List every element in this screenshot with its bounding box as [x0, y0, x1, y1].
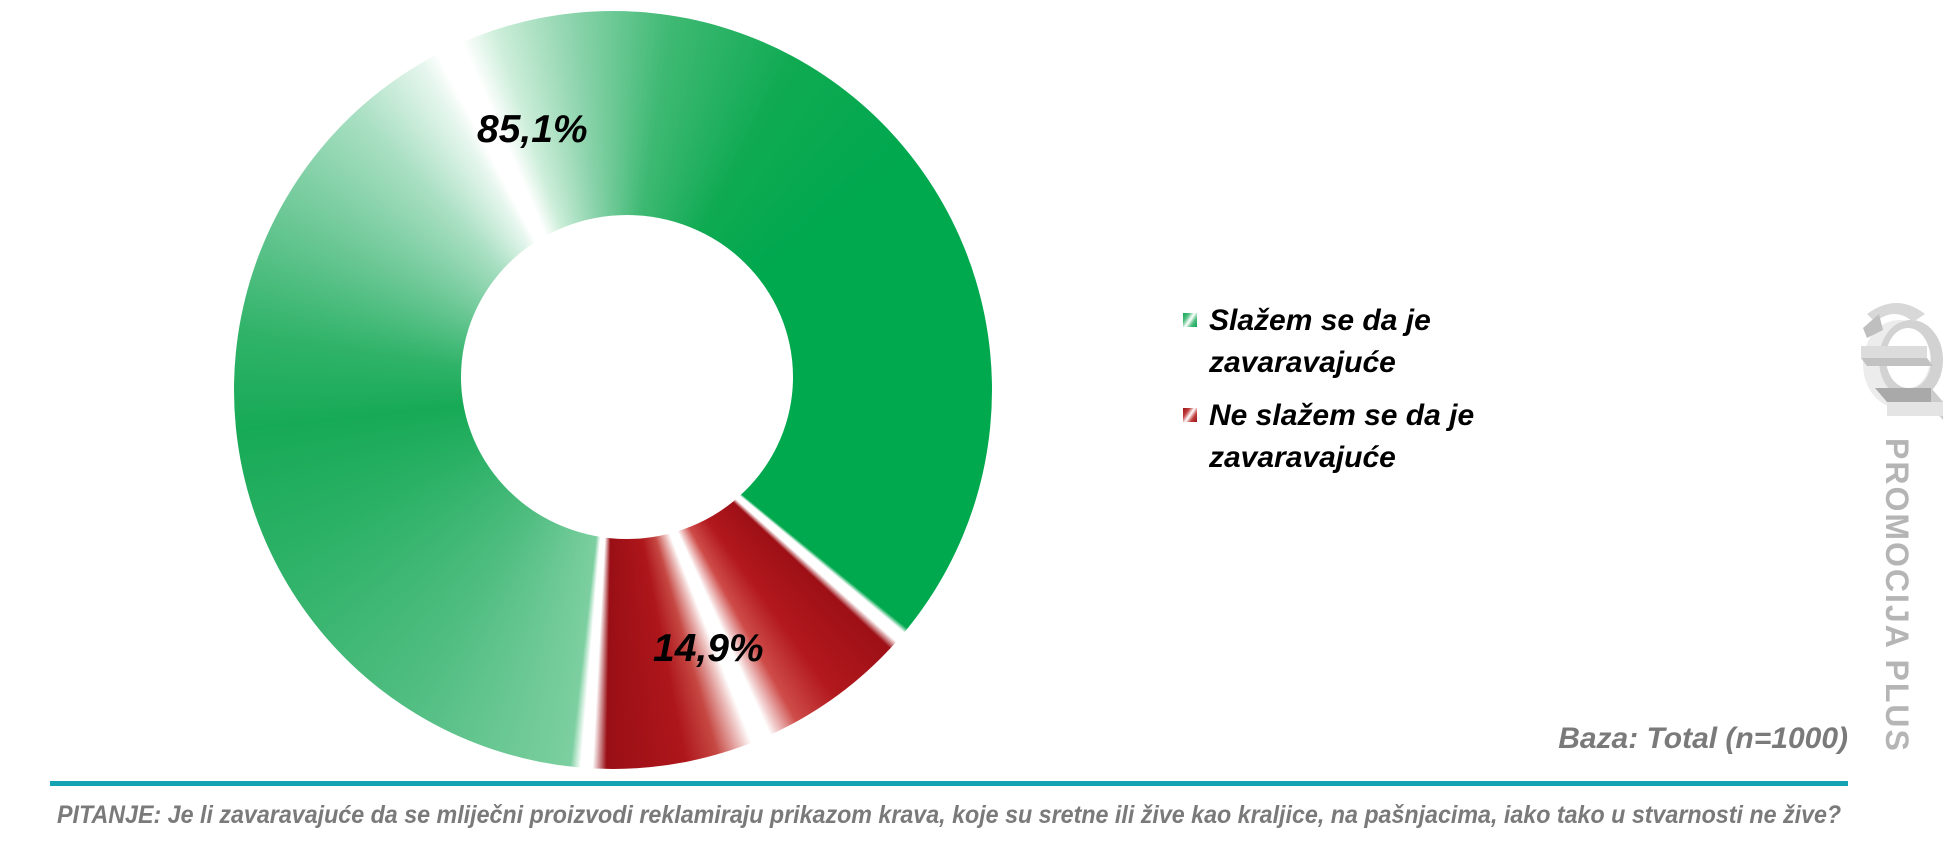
- legend-label-agree-line2: zavaravajuće: [1209, 346, 1396, 379]
- brand-name-vertical: PROMOCIJA PLUS: [1879, 438, 1915, 753]
- slice-value-label-agree: 85,1%: [477, 108, 588, 151]
- donut-chart: [234, 11, 992, 769]
- slice-value-label-disagree: 14,9%: [653, 627, 764, 670]
- base-note: Baza: Total (n=1000): [1558, 722, 1848, 755]
- legend-label-disagree-line1: Ne slažem se da je: [1209, 399, 1475, 432]
- legend-label-disagree: Ne slažem se da je zavaravajuće: [1209, 395, 1629, 479]
- legend-swatch-red-icon: [1183, 408, 1197, 422]
- promocija-plus-logo-icon: [1861, 303, 1943, 420]
- legend-item-disagree: Ne slažem se da je zavaravajuće: [1183, 395, 1629, 479]
- chart-legend: Slažem se da je zavaravajuće Ne slažem s…: [1183, 300, 1629, 490]
- legend-label-disagree-line2: zavaravajuće: [1209, 441, 1396, 474]
- question-text: PITANJE: Je li zavaravajuće da se mliječ…: [57, 801, 1842, 829]
- accent-divider-line: [50, 781, 1848, 786]
- donut-hole: [461, 215, 793, 539]
- legend-label-agree-line1: Slažem se da je: [1209, 304, 1431, 337]
- legend-swatch-green-icon: [1183, 313, 1197, 327]
- legend-label-agree: Slažem se da je zavaravajuće: [1209, 300, 1629, 384]
- legend-item-agree: Slažem se da je zavaravajuće: [1183, 300, 1629, 384]
